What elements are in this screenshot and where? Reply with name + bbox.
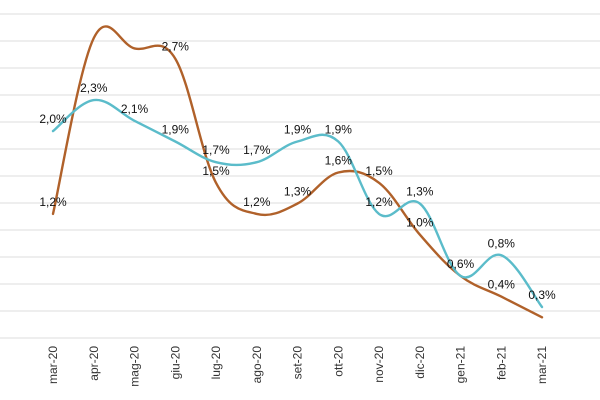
data-label: 0,3% bbox=[528, 288, 556, 302]
data-label: 1,0% bbox=[406, 216, 434, 230]
data-label: 0,4% bbox=[488, 278, 516, 292]
x-tick-label: apr-20 bbox=[87, 346, 101, 381]
data-label: 1,3% bbox=[406, 185, 434, 199]
x-tick-label: mar-21 bbox=[535, 346, 549, 384]
data-label: 1,2% bbox=[243, 195, 271, 209]
data-label: 1,9% bbox=[325, 122, 353, 136]
x-tick-label: gen-21 bbox=[454, 346, 468, 384]
data-label: 1,6% bbox=[325, 154, 353, 168]
series-line-1 bbox=[51, 25, 544, 319]
x-tick-label: ott-20 bbox=[331, 346, 345, 377]
x-tick-label: set-20 bbox=[291, 346, 305, 380]
series-line-2 bbox=[51, 98, 544, 309]
data-label: 1,2% bbox=[39, 195, 67, 209]
x-tick-label: mar-20 bbox=[46, 346, 60, 384]
x-tick-label: feb-21 bbox=[494, 346, 508, 380]
data-label: 0,6% bbox=[447, 257, 475, 271]
data-labels: 1,2% 2,7% 1,5% 1,2% 1,3% 1,6% 1,5% 1,0% 0,4% 2,0%… bbox=[39, 40, 556, 302]
data-label: 1,2% bbox=[365, 195, 393, 209]
data-label: 2,1% bbox=[121, 102, 149, 116]
data-label: 1,7% bbox=[202, 143, 230, 157]
data-label: 1,9% bbox=[284, 122, 312, 136]
data-label: 1,9% bbox=[162, 122, 190, 136]
x-tick-label: nov-20 bbox=[372, 346, 386, 383]
series-lines bbox=[51, 25, 544, 319]
data-label: 1,5% bbox=[365, 164, 393, 178]
data-label: 2,3% bbox=[80, 81, 108, 95]
data-label: 0,8% bbox=[488, 236, 516, 250]
data-label: 2,7% bbox=[162, 40, 190, 54]
x-tick-label: dic-20 bbox=[413, 346, 427, 379]
x-tick-label: giu-20 bbox=[168, 346, 182, 380]
data-label: 2,0% bbox=[39, 112, 67, 126]
x-tick-label: mag-20 bbox=[128, 346, 142, 387]
x-tick-label: ago-20 bbox=[250, 346, 264, 384]
data-label: 1,5% bbox=[202, 164, 230, 178]
data-label: 1,7% bbox=[243, 143, 271, 157]
x-axis-tick-labels: mar-20 apr-20 mag-20 giu-20 lug-20 ago-20 set-… bbox=[46, 346, 549, 387]
x-tick-label: lug-20 bbox=[209, 346, 223, 380]
data-label: 1,3% bbox=[284, 185, 312, 199]
